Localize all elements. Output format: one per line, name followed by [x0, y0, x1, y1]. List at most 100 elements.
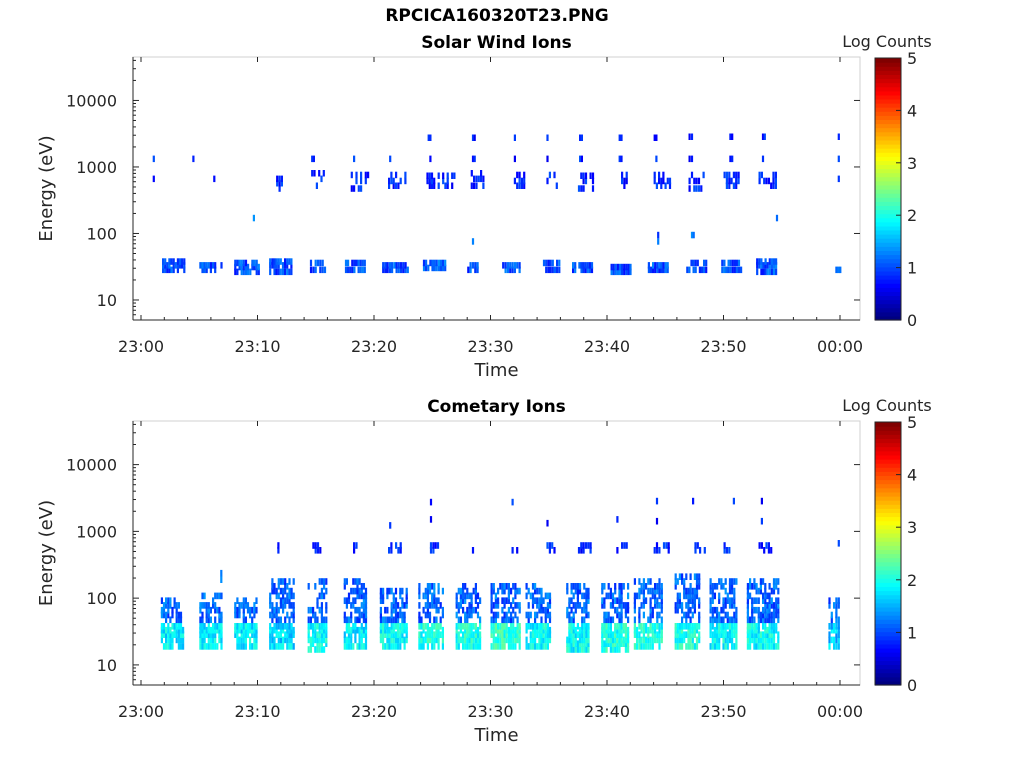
spectrogram-cell	[731, 578, 734, 585]
spectrogram-cell	[203, 266, 206, 274]
spectrogram-cell	[362, 626, 365, 634]
spectrogram-cell	[529, 643, 532, 650]
spectrogram-cell	[768, 626, 771, 634]
spectrogram-cell	[320, 626, 323, 634]
spectrogram-cell	[321, 266, 324, 274]
spectrogram-cell	[580, 134, 583, 141]
spectrogram-cell	[201, 636, 204, 644]
spectrogram-cell	[746, 606, 749, 614]
colorbar-segment	[875, 574, 901, 579]
spectrogram-cell	[390, 177, 393, 185]
spectrogram-cell	[660, 583, 663, 590]
spectrogram-cell	[733, 623, 736, 630]
spectrogram-cell	[835, 602, 838, 609]
spectrogram-cell	[777, 616, 780, 624]
spectrogram-cell	[605, 646, 608, 653]
spectrogram-cell	[709, 578, 712, 585]
colorbar-segment	[875, 512, 901, 518]
spectrogram-cell	[181, 262, 184, 269]
spectrogram-cell	[201, 616, 204, 624]
spectrogram-cell	[621, 177, 624, 185]
spectrogram-cell	[655, 547, 659, 554]
spectrogram-cell	[347, 266, 350, 274]
spectrogram-cell	[512, 597, 515, 604]
spectrogram-cell	[462, 583, 465, 590]
spectrogram-cell	[540, 592, 543, 600]
spectrogram-cell	[362, 631, 365, 638]
spectrogram-cell	[273, 626, 276, 634]
spectrogram-cell	[731, 583, 734, 590]
spectrogram-cell	[546, 177, 549, 185]
spectrogram-cell	[499, 626, 502, 634]
spectrogram-cell	[384, 266, 387, 274]
spectrogram-cell	[640, 643, 643, 650]
spectrogram-cell	[656, 602, 659, 609]
spectrogram-cell	[722, 583, 725, 590]
spectrogram-cell	[709, 616, 712, 624]
spectrogram-cell	[209, 262, 212, 269]
spectrogram-cell	[770, 258, 773, 265]
spectrogram-cell	[288, 643, 291, 650]
spectrogram-cell	[683, 611, 686, 619]
spectrogram-cell	[277, 606, 280, 614]
spectrogram-cell	[471, 155, 475, 163]
spectrogram-cell	[403, 616, 406, 624]
spectrogram-cell	[242, 268, 245, 276]
spectrogram-cell	[638, 606, 641, 614]
spectrogram-cell	[766, 606, 769, 614]
spectrogram-cell	[433, 177, 436, 185]
spectrogram-cell	[722, 631, 725, 638]
spectrogram-cell	[585, 592, 588, 600]
y-axis-label: Energy (eV)	[36, 500, 57, 606]
spectrogram-cell	[616, 623, 619, 630]
spectrogram-cell	[695, 573, 699, 580]
spectrogram-cell	[685, 587, 688, 595]
spectrogram-cell	[584, 266, 587, 274]
spectrogram-cell	[464, 636, 467, 644]
spectrogram-cell	[558, 266, 561, 274]
spectrogram-cell	[428, 616, 432, 624]
spectrogram-cell	[553, 547, 556, 554]
spectrogram-cell	[582, 547, 585, 554]
spectrogram-cell	[770, 643, 773, 650]
spectrogram-cell	[314, 583, 317, 590]
spectrogram-cell	[402, 262, 405, 269]
spectrogram-cell	[538, 626, 541, 634]
spectrogram-cell	[676, 626, 679, 634]
colorbar-segment	[875, 201, 901, 206]
colorbar-segment	[875, 442, 901, 448]
spectrogram-cell	[275, 626, 278, 634]
spectrogram-cell	[162, 262, 165, 269]
spectrogram-cell	[616, 646, 619, 653]
spectrogram-cell	[437, 631, 440, 638]
spectrogram-cell	[406, 266, 409, 274]
spectrogram-cell	[583, 616, 586, 624]
colorbar-segment	[875, 242, 901, 247]
spectrogram-cell	[518, 177, 521, 185]
spectrogram-cell	[536, 602, 539, 609]
spectrogram-cell	[253, 606, 256, 614]
spectrogram-cell	[167, 631, 170, 638]
spectrogram-cell	[281, 268, 285, 276]
spectrogram-cell	[583, 626, 586, 634]
spectrogram-cell	[709, 602, 712, 609]
spectrogram-cell	[476, 602, 480, 609]
spectrogram-cell	[627, 626, 630, 634]
colorbar-segment	[875, 176, 901, 182]
spectrogram-cell	[578, 640, 582, 647]
x-tick-label: 23:00	[118, 337, 164, 356]
spectrogram-cell	[470, 182, 473, 189]
spectrogram-cell	[540, 636, 543, 644]
spectrogram-cell	[695, 636, 699, 644]
spectrogram-cell	[660, 182, 663, 189]
spectrogram-cell	[433, 259, 436, 267]
spectrogram-cell	[633, 602, 636, 609]
spectrogram-cell	[674, 606, 677, 614]
spectrogram-cell	[482, 175, 485, 183]
spectrogram-cell	[431, 602, 434, 609]
spectrogram-cell	[382, 597, 385, 604]
spectrogram-cell	[572, 646, 575, 653]
spectrogram-cell	[510, 616, 513, 624]
spectrogram-cell	[352, 587, 355, 595]
spectrogram-cell	[544, 611, 547, 619]
